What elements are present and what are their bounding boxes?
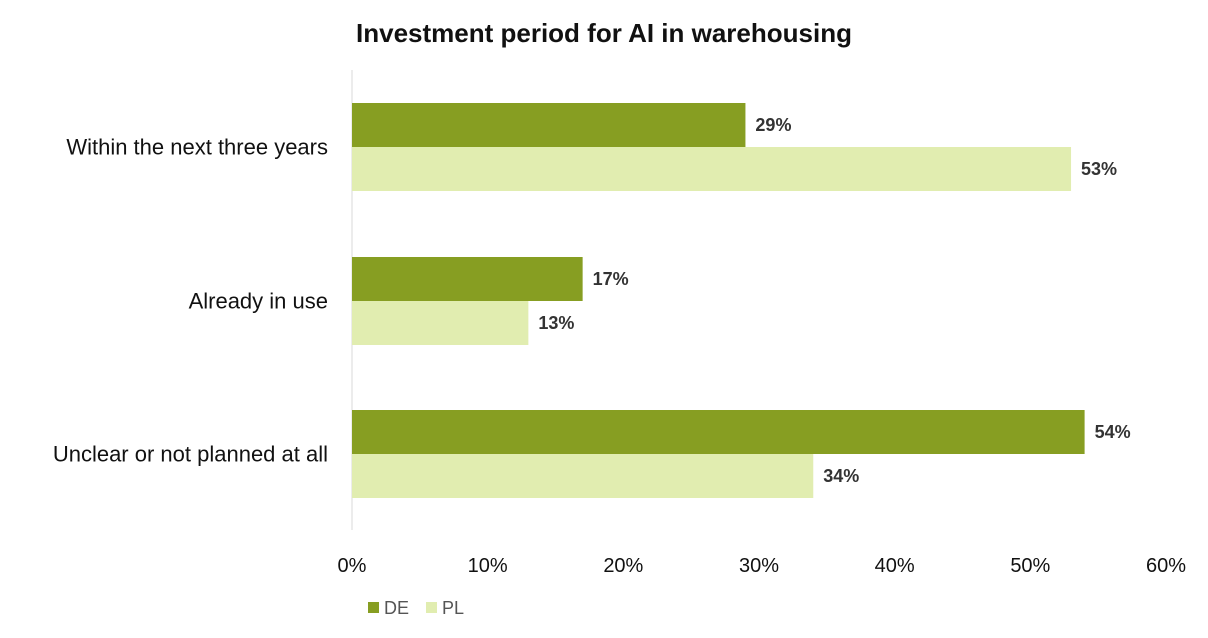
data-label: 29%	[755, 115, 791, 135]
bar-pl	[352, 147, 1072, 191]
legend-label: PL	[442, 598, 464, 618]
legend: DE PL	[368, 598, 464, 618]
x-tick-label: 10%	[468, 555, 508, 577]
category-labels: Within the next three years Already in us…	[53, 135, 328, 467]
chart-title: Investment period for AI in warehousing	[356, 18, 852, 48]
x-tick-label: 0%	[338, 555, 367, 577]
bar-de	[352, 410, 1085, 454]
bar-de	[352, 257, 583, 301]
legend-swatch-de	[368, 602, 379, 613]
data-labels: 29% 53% 17% 13% 54% 34%	[538, 115, 1130, 486]
legend-label: DE	[384, 598, 409, 618]
bar-pl	[352, 301, 529, 345]
x-tick-label: 50%	[1010, 555, 1050, 577]
data-label: 34%	[823, 466, 859, 486]
x-tick-label: 30%	[739, 555, 779, 577]
bars-group	[352, 103, 1085, 498]
x-tick-label: 60%	[1146, 555, 1186, 577]
x-tick-label: 40%	[875, 555, 915, 577]
data-label: 54%	[1095, 422, 1131, 442]
bar-de	[352, 103, 746, 147]
bar-pl	[352, 454, 814, 498]
category-label: Within the next three years	[66, 135, 328, 160]
data-label: 53%	[1081, 159, 1117, 179]
x-tick-label: 20%	[603, 555, 643, 577]
data-label: 13%	[538, 313, 574, 333]
data-label: 17%	[593, 269, 629, 289]
legend-swatch-pl	[426, 602, 437, 613]
category-label: Already in use	[189, 289, 328, 314]
x-axis-ticks: 0% 10% 20% 30% 40% 50% 60%	[338, 555, 1187, 577]
category-label: Unclear or not planned at all	[53, 442, 328, 467]
